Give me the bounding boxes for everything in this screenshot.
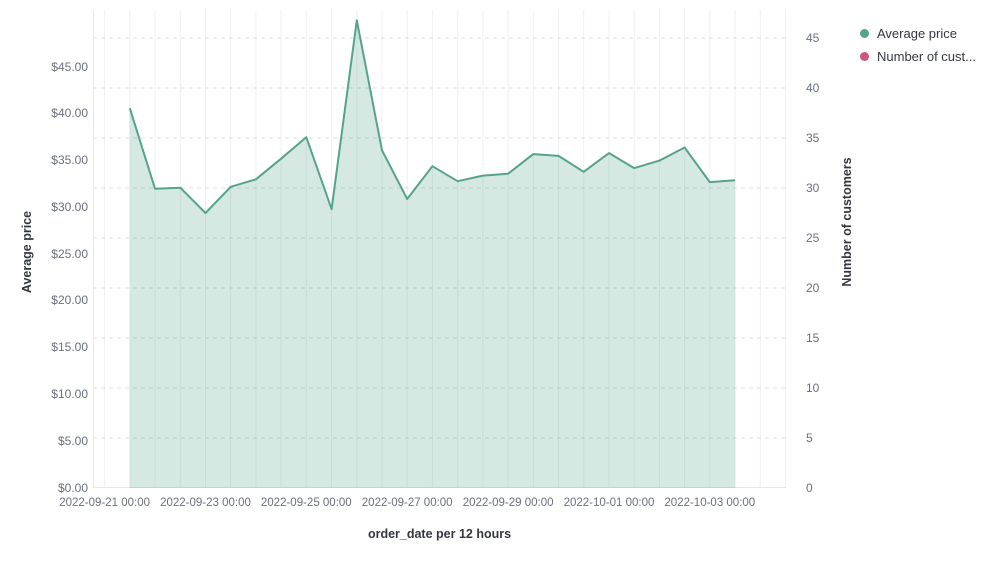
legend-dot-icon	[860, 29, 869, 38]
legend-dot-icon	[860, 52, 869, 61]
left-axis-tick: $35.00	[51, 153, 88, 168]
right-axis-tick: 5	[806, 430, 813, 445]
x-axis-title: order_date per 12 hours	[367, 527, 512, 541]
legend-label: Average price	[877, 26, 957, 41]
right-axis-tick: 25	[806, 230, 820, 245]
right-axis-tick: 35	[806, 130, 820, 145]
left-axis-tick: $25.00	[51, 246, 88, 261]
x-axis-tick: 2022-10-03 00:00	[664, 497, 756, 509]
right-axis-tick: 10	[806, 380, 820, 395]
right-axis-tick: 20	[806, 280, 820, 295]
left-axis-tick: $45.00	[51, 59, 88, 74]
right-axis-tick: 45	[806, 30, 820, 45]
left-axis-title: Average price	[20, 210, 34, 294]
x-axis-tick: 2022-09-21 00:00	[59, 497, 150, 509]
right-axis-tick: 0	[806, 480, 813, 495]
x-axis-tick: 2022-09-23 00:00	[160, 497, 251, 509]
chart-legend: Average price Number of cust...	[860, 22, 976, 68]
right-axis-tick: 40	[806, 80, 820, 95]
series-0-line	[128, 19, 736, 214]
left-axis-tick: $10.00	[51, 387, 88, 401]
axis-lines	[93, 10, 786, 488]
legend-item-0[interactable]: Average price	[860, 22, 976, 45]
vertical-gridlines	[104, 10, 786, 488]
left-axis-tick: $15.00	[51, 340, 88, 355]
legend-label: Number of cust...	[877, 49, 976, 64]
left-axis-tick: $20.00	[51, 293, 88, 308]
x-axis-tick: 2022-09-29 00:00	[462, 497, 554, 509]
x-axis-tick: 2022-09-25 00:00	[260, 497, 352, 509]
left-axis-tick: $5.00	[57, 433, 88, 448]
left-axis-tick: $30.00	[51, 199, 88, 214]
plot-area[interactable]	[93, 10, 786, 488]
x-axis-tick: 2022-09-27 00:00	[361, 497, 453, 509]
right-axis-tick: 15	[806, 330, 820, 345]
series-0-area	[129, 20, 736, 488]
right-axis-tick: 30	[806, 180, 820, 195]
left-axis-tick: $0.00	[57, 480, 88, 495]
legend-item-1[interactable]: Number of cust...	[860, 45, 976, 68]
left-axis-tick: $40.00	[51, 106, 88, 121]
x-axis-tick: 2022-10-01 00:00	[563, 497, 655, 509]
horizontal-gridlines	[93, 37, 786, 439]
right-axis-title: Number of customers	[840, 157, 854, 287]
